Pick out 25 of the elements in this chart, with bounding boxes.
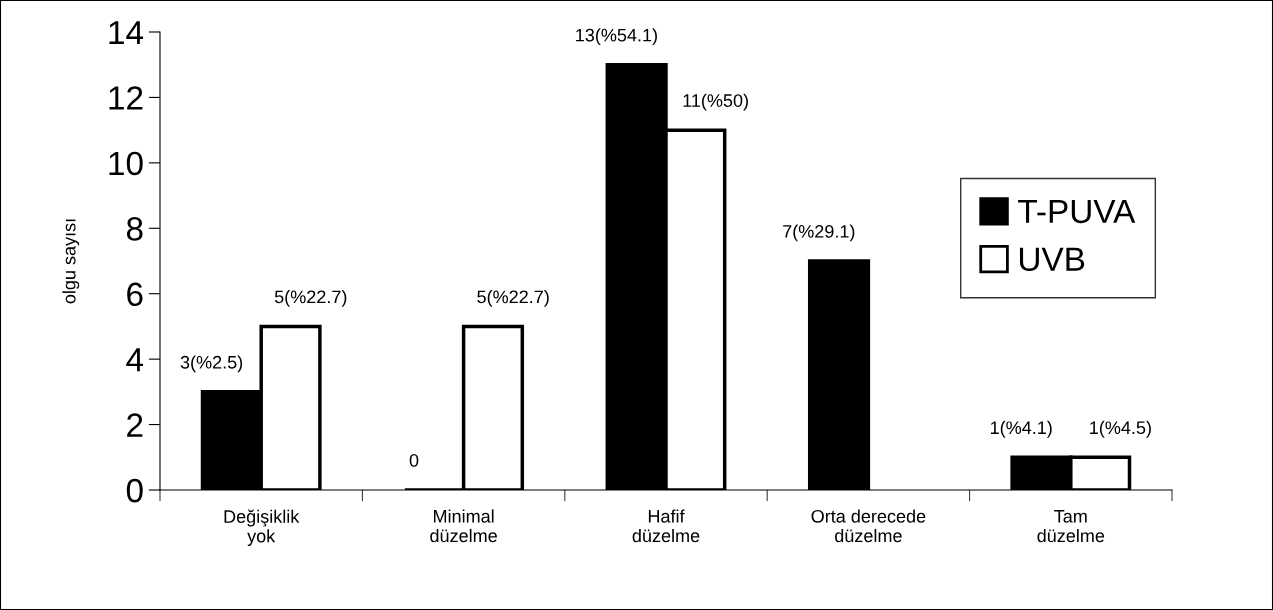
y-tick-label: 10: [109, 151, 143, 176]
data-label: 1(%4.1): [990, 420, 1052, 438]
legend-label: T-PUVA: [1018, 199, 1136, 224]
data-label: 11(%50): [683, 93, 748, 111]
y-tick-label: 2: [127, 413, 143, 437]
x-tick-label: Minimal düzelme: [430, 509, 497, 543]
y-tick-label: 4: [126, 348, 144, 372]
legend-label: UVB: [1019, 247, 1085, 272]
data-label: 3(%2.5): [180, 355, 243, 373]
data-label: 1(%4.5): [1090, 420, 1151, 438]
x-tick-label: Tam düzelme: [1037, 510, 1105, 543]
data-label: 0: [409, 454, 419, 467]
x-tick-label: Orta derecede düzelme: [811, 509, 926, 543]
y-tick-label: 0: [126, 478, 143, 503]
y-tick-label: 12: [109, 86, 143, 110]
data-label: 7(%29.1): [783, 224, 855, 242]
data-label: 5(%22.7): [274, 289, 347, 307]
x-tick-label: Hafif düzelme: [632, 509, 700, 543]
data-label: 5(%22.7): [477, 289, 549, 307]
y-tick-label: 6: [127, 282, 143, 307]
y-tick-label: 8: [126, 217, 143, 241]
data-label: 13(%54.1): [576, 28, 657, 46]
y-tick-label: 14: [109, 21, 144, 45]
x-tick-label: Değişiklik yok: [224, 509, 300, 547]
y-axis-title: olgu sayısı: [62, 219, 80, 304]
